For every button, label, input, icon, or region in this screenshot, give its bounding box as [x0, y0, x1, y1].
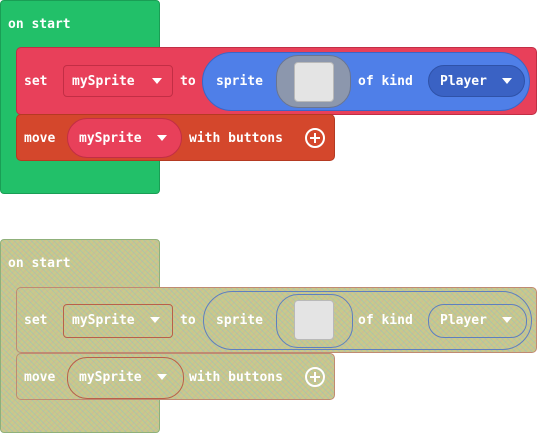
set-keyword: set	[24, 74, 48, 89]
disabled-kind-dropdown[interactable]	[428, 304, 527, 338]
kind-dropdown-label: Player	[440, 74, 487, 89]
sprite-keyword: sprite	[216, 74, 263, 89]
disabled-on-start-label: on start	[8, 256, 71, 271]
disabled-move-variable-dropdown[interactable]	[67, 357, 184, 399]
dropdown-caret-icon	[150, 317, 160, 323]
move-keyword: move	[24, 131, 56, 146]
move-variable-label: mySprite	[79, 131, 142, 146]
image-placeholder-icon[interactable]	[294, 62, 334, 102]
disabled-move-keyword: move	[24, 370, 56, 385]
variable-dropdown-label: mySprite	[72, 74, 135, 89]
disabled-sprite-keyword: sprite	[216, 313, 263, 328]
dropdown-caret-icon	[152, 78, 162, 84]
of-kind-keyword: of kind	[358, 74, 413, 89]
with-buttons-label: with buttons	[189, 131, 283, 146]
disabled-set-keyword: set	[24, 313, 48, 328]
disabled-to-keyword: to	[180, 313, 196, 328]
to-keyword: to	[180, 74, 196, 89]
disabled-kind-label: Player	[440, 313, 487, 328]
disabled-sprite-of-kind-block[interactable]	[203, 291, 532, 350]
disabled-variable-dropdown[interactable]	[63, 304, 173, 338]
on-start-label: on start	[8, 17, 71, 32]
disabled-variable-label: mySprite	[72, 313, 135, 328]
disabled-sprite-image-field[interactable]	[276, 294, 353, 348]
disabled-with-buttons-label: with buttons	[189, 370, 283, 385]
disabled-of-kind-keyword: of kind	[358, 313, 413, 328]
image-placeholder-icon[interactable]	[294, 300, 334, 340]
add-circle-icon[interactable]	[305, 367, 325, 387]
disabled-move-variable-label: mySprite	[79, 370, 142, 385]
dropdown-caret-icon	[502, 317, 512, 323]
add-circle-icon[interactable]	[305, 128, 325, 148]
dropdown-caret-icon	[502, 78, 512, 84]
dropdown-caret-icon	[157, 135, 167, 141]
dropdown-caret-icon	[157, 374, 167, 380]
